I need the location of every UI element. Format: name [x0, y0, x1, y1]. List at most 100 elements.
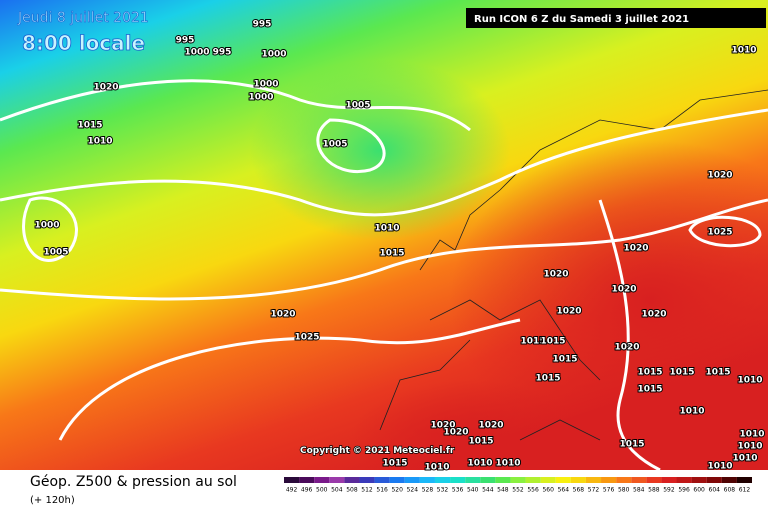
footer-lead: (+ 120h)	[30, 495, 75, 506]
isobar-label: 1010	[374, 224, 399, 234]
colorbar-swatch	[706, 477, 722, 483]
colorbar-swatch	[736, 477, 752, 483]
colorbar-swatch	[344, 477, 360, 483]
colorbar-label: 592	[663, 487, 675, 494]
colorbar-label: 588	[648, 487, 660, 494]
colorbar-label: 608	[724, 487, 736, 494]
colorbar-swatch	[359, 477, 375, 483]
colorbar-label: 528	[422, 487, 434, 494]
isobar-label: 1020	[543, 270, 568, 280]
colorbar-swatch	[646, 477, 662, 483]
colorbar-label: 612	[739, 487, 751, 494]
isobar	[0, 108, 768, 217]
colorbar-label: 524	[407, 487, 419, 494]
isobar-label: 1015	[619, 440, 644, 450]
isobar-label: 1015	[535, 374, 560, 384]
colorbar-swatch	[299, 477, 315, 483]
colorbar-label: 596	[678, 487, 690, 494]
isobar-label: 1005	[345, 101, 370, 111]
footer-title: Géop. Z500 & pression au sol	[30, 474, 237, 490]
isobar-label: 1010	[737, 442, 762, 452]
isobar-label: 1015	[552, 355, 577, 365]
isobar-label: 1015	[637, 368, 662, 378]
isobar-label: 995	[253, 20, 272, 30]
colorbar-swatch	[495, 477, 511, 483]
colorbar-swatch	[480, 477, 496, 483]
colorbar-label: 544	[482, 487, 494, 494]
isobar-label: 1010	[739, 430, 764, 440]
isobar-label: 1010	[424, 463, 449, 473]
isobar-label: 1020	[707, 171, 732, 181]
colorbar-label: 496	[301, 487, 313, 494]
colorbar-swatch	[540, 477, 556, 483]
isobar-label: 1020	[430, 421, 455, 431]
colorbar-label: 516	[376, 487, 388, 494]
isobar-label: 1020	[478, 421, 503, 431]
isobar-label: 1025	[294, 333, 319, 343]
colorbar-swatch	[616, 477, 632, 483]
colorbar-swatch	[631, 477, 647, 483]
colorbar-swatch	[329, 477, 345, 483]
run-box	[466, 8, 766, 28]
warm-area	[350, 380, 590, 470]
colorbar-swatch	[465, 477, 481, 483]
colorbar-label: 492	[286, 487, 298, 494]
isobar-label: 1000	[261, 50, 286, 60]
isobar	[58, 318, 521, 441]
colorbar-swatch	[389, 477, 405, 483]
isobar-label: 1010	[707, 462, 732, 472]
isobar-label: 1020	[614, 343, 639, 353]
copyright: Copyright © 2021 Meteociel.fr	[300, 446, 455, 456]
colorbar-swatch	[450, 477, 466, 483]
colorbar-label: 580	[618, 487, 630, 494]
isobar-label: 1005	[43, 248, 68, 258]
colorbar-swatch	[585, 477, 602, 483]
colorbar-label: 604	[709, 487, 721, 494]
trough-area	[250, 60, 510, 240]
isobar-label: 1000	[184, 48, 209, 58]
isobar-label: 1010	[495, 459, 520, 469]
isobar-label: 1000	[248, 93, 273, 103]
isobar-label: 1010	[732, 454, 757, 464]
warm-area	[450, 140, 768, 460]
map	[0, 0, 768, 470]
isobar-label: 1010	[737, 376, 762, 386]
colorbar-label: 532	[437, 487, 449, 494]
colorbar-swatch	[419, 477, 435, 483]
colorbar-swatch	[314, 477, 330, 483]
run-info: Run ICON 6 Z du Samedi 3 juillet 2021	[474, 14, 689, 25]
colorbar-label: 568	[573, 487, 585, 494]
colorbar-swatch	[404, 477, 420, 483]
colorbar-label: 572	[588, 487, 600, 494]
colorbar-label: 520	[391, 487, 403, 494]
local-time: 8:00 locale	[22, 31, 145, 55]
isobar-label: 1020	[623, 244, 648, 254]
colorbar-swatch	[570, 477, 586, 483]
colorbar-label: 540	[467, 487, 479, 494]
colorbar-label: 576	[603, 487, 615, 494]
isobar-label: 1015	[540, 337, 565, 347]
colorbar-swatch	[374, 477, 390, 483]
colorbar-swatch	[525, 477, 541, 483]
isobar-label: 1015	[637, 385, 662, 395]
colorbar-label: 548	[497, 487, 509, 494]
isobar-label: 1015	[382, 459, 407, 469]
colorbar-swatch	[434, 477, 451, 483]
isobar-label: 1000	[34, 221, 59, 231]
isobar-label: 1000	[253, 80, 278, 90]
isobar-label: 1010	[679, 407, 704, 417]
colorbar-swatch	[661, 477, 677, 483]
isobar-label: 1020	[611, 285, 636, 295]
isobar-label: 1020	[270, 310, 295, 320]
isobar-labels: 995 995 1000 995 1000 1020 1000 1000 1005 1015 101…	[33, 19, 765, 474]
isobar-label: 1010	[467, 459, 492, 469]
colorbar: 492 496 500 504 508 512 516 520 524 528 532 536 540 5…	[284, 477, 752, 494]
colorbar-swatch	[721, 477, 737, 483]
isobar-label: 995	[213, 48, 232, 58]
isobar	[22, 196, 78, 262]
colorbar-label: 536	[452, 487, 464, 494]
isobar-label: 995	[176, 36, 195, 46]
isobar-label: 1025	[707, 228, 732, 238]
colorbar-swatch	[555, 477, 571, 483]
